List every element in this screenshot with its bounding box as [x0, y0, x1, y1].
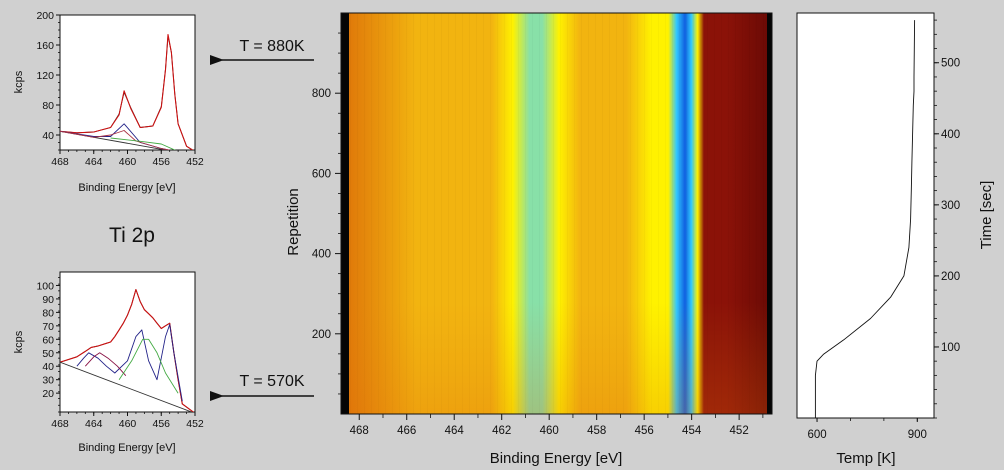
- arrow-label-880k: T = 880K: [239, 38, 304, 55]
- y-tick-label: 100: [941, 342, 960, 354]
- x-tick-label: 452: [730, 425, 749, 437]
- series-component-5: [110, 137, 176, 150]
- series-temperature-0: [814, 20, 916, 418]
- y-axis-label: Repetition: [285, 188, 302, 256]
- y-tick-label: 300: [941, 200, 960, 212]
- x-tick-label: 464: [85, 418, 103, 430]
- x-tick-label: 466: [397, 425, 416, 437]
- y-axis-label: Time [sec]: [978, 181, 995, 250]
- y-tick-label: 400: [941, 129, 960, 141]
- plot-frame: [796, 12, 935, 419]
- y-tick-label: 80: [42, 307, 54, 319]
- x-tick-label: 468: [51, 418, 69, 430]
- heatmap-border-left: [341, 13, 350, 414]
- plot-frame: [59, 14, 196, 151]
- x-tick-label: 468: [51, 156, 69, 168]
- x-tick-label: 458: [587, 425, 606, 437]
- x-tick-label: 460: [119, 156, 137, 168]
- repetition-heatmap: 468 466 464 462 460 458 456 454 452200400600800 …: [285, 12, 773, 467]
- series-component-4: [84, 352, 127, 376]
- x-axis-label: Binding Energy [eV]: [490, 450, 623, 467]
- x-tick-label: 452: [186, 418, 204, 430]
- y-axis-label: kcps: [13, 330, 25, 353]
- heatmap-border-right: [767, 13, 772, 414]
- temperature-profile: 600 900 100 200 300 400 500 Temp [K] Time [sec…: [796, 12, 995, 467]
- y-tick-label: 160: [36, 40, 54, 52]
- y-axis-label: kcps: [13, 70, 25, 93]
- series-component-5: [118, 338, 179, 394]
- y-tick-label: 200: [941, 271, 960, 283]
- y-tick-label: 800: [312, 88, 331, 100]
- figure-title: Ti 2p: [109, 224, 155, 247]
- arrow-880k: T = 880K: [210, 38, 314, 65]
- series-fit-1: [60, 288, 195, 412]
- heatmap-bottom-shade: [349, 13, 769, 414]
- plot-frame: [59, 271, 196, 413]
- x-tick-label: 460: [119, 418, 137, 430]
- x-tick-label: 460: [540, 425, 559, 437]
- y-tick-label: 500: [941, 58, 960, 70]
- x-tick-label: 900: [908, 429, 927, 441]
- arrow-570k: T = 570K: [210, 373, 314, 401]
- x-tick-label: 468: [350, 425, 369, 437]
- y-tick-label: 200: [312, 329, 331, 341]
- y-tick-label: 200: [36, 10, 54, 22]
- series-background-2: [60, 361, 193, 412]
- x-axis-label: Binding Energy [eV]: [78, 182, 175, 194]
- x-tick-label: 462: [492, 425, 511, 437]
- x-tick-label: 452: [186, 156, 204, 168]
- x-tick-label: 456: [152, 418, 170, 430]
- y-tick-label: 100: [36, 280, 54, 292]
- x-tick-label: 600: [807, 429, 826, 441]
- series-component-4: [60, 130, 172, 150]
- y-tick-label: 50: [42, 348, 54, 360]
- series-fit-1: [60, 33, 194, 150]
- x-tick-label: 456: [152, 156, 170, 168]
- x-axis-label: Binding Energy [eV]: [78, 442, 175, 454]
- y-tick-label: 60: [42, 334, 54, 346]
- series-component-3: [76, 324, 183, 402]
- x-axis-label: Temp [K]: [836, 450, 895, 467]
- y-tick-label: 120: [36, 70, 54, 82]
- y-tick-label: 600: [312, 168, 331, 180]
- y-tick-label: 80: [42, 100, 54, 112]
- x-tick-label: 456: [635, 425, 654, 437]
- y-tick-label: 400: [312, 249, 331, 261]
- y-tick-label: 70: [42, 321, 54, 333]
- x-tick-label: 454: [682, 425, 702, 437]
- y-tick-label: 40: [42, 130, 54, 142]
- y-tick-label: 40: [42, 361, 54, 373]
- y-tick-label: 90: [42, 294, 54, 306]
- xps-spectrum-880k: 468 464 460 456 452 40 80 120 160 200 kcps Bindin…: [13, 10, 204, 194]
- x-tick-label: 464: [85, 156, 103, 168]
- y-tick-label: 20: [42, 388, 54, 400]
- x-tick-label: 464: [445, 425, 465, 437]
- arrow-label-570k: T = 570K: [239, 373, 304, 390]
- y-tick-label: 30: [42, 375, 54, 387]
